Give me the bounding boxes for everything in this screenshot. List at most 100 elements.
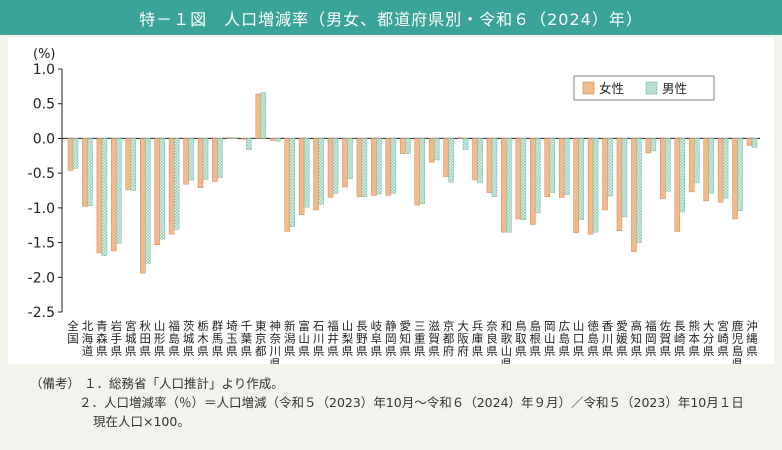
category-label: 山 [573, 319, 585, 333]
category-label: 宮 [125, 319, 137, 333]
y-axis-unit: (%) [33, 47, 56, 62]
category-label: 神 [270, 319, 282, 333]
female-bar [327, 138, 334, 198]
male-bar [72, 138, 79, 169]
category-label: 阜 [371, 332, 383, 346]
category-label: 県 [616, 344, 628, 358]
female-bar [587, 138, 594, 235]
y-tick-label: -1.5 [28, 236, 55, 252]
male-bar [347, 138, 353, 179]
female-bar [371, 138, 377, 196]
y-tick-label: 0.5 [33, 97, 55, 113]
category-label: 県 [746, 344, 758, 358]
female-bar [544, 138, 550, 197]
category-label: 香 [602, 319, 614, 333]
female-bar [486, 138, 493, 193]
category-label: 鳥 [515, 319, 527, 333]
female-bar [67, 138, 74, 171]
category-label: 群 [212, 319, 224, 333]
category-label: 賀 [428, 332, 440, 346]
y-tick-label: -1.0 [28, 201, 55, 217]
category-label: 県 [573, 344, 585, 358]
category-label: 本 [688, 332, 700, 346]
male-bar [405, 138, 411, 154]
y-tick-label: -0.5 [28, 166, 55, 182]
category-label: 梨 [342, 332, 354, 346]
male-bar [477, 138, 483, 184]
male-bar [376, 138, 382, 195]
notes-label: （備考） [30, 376, 81, 391]
category-label: 道 [82, 344, 94, 358]
male-bar [578, 138, 584, 220]
category-label: 県 [674, 344, 686, 358]
category-label: 岩 [111, 319, 123, 333]
category-label: 川 [270, 344, 282, 358]
category-label: 宮 [717, 319, 729, 333]
male-bar [491, 138, 498, 197]
notes: （備考） １．総務省「人口推計」より作成。 ２．人口増減率（％）＝人口増減（令和… [30, 374, 744, 431]
category-label: 賀 [660, 332, 672, 346]
male-bar [246, 138, 252, 150]
category-label: 口 [573, 332, 585, 346]
male-bar [390, 138, 397, 194]
category-label: 葉 [241, 332, 253, 346]
category-label: 崎 [674, 332, 686, 346]
category-label: 重 [414, 332, 426, 346]
category-label: 奈 [270, 332, 282, 346]
category-label: 県 [241, 344, 253, 358]
category-label: 良 [486, 332, 498, 346]
chart-panel: 1.0 0.5 0.0 -0.5 -1.0 -1.5 -2.0 -2.5 (%) 全国北海道青森県… [8, 38, 774, 364]
male-bar [751, 138, 758, 148]
category-label: 大 [703, 319, 715, 333]
category-label: 京 [255, 332, 267, 346]
category-label: 県 [660, 344, 672, 358]
figure-title: 特－１図 人口増減率（男女、都道府県別・令和６（2024）年） [0, 0, 782, 35]
category-label: 岡 [544, 319, 556, 333]
category-label: 県 [96, 344, 108, 358]
female-bar [732, 138, 738, 220]
category-label: 木 [197, 332, 209, 346]
category-label: 井 [327, 332, 339, 346]
category-label: 県 [645, 344, 657, 358]
male-bar [433, 138, 440, 161]
male-bar [448, 138, 454, 183]
category-label: 分 [703, 332, 715, 346]
category-label: 県 [428, 344, 440, 358]
category-label: 玉 [226, 332, 238, 346]
category-label: 徳 [587, 319, 599, 333]
category-label: 埼 [226, 319, 238, 333]
category-label: 県 [125, 344, 137, 358]
category-label: 和 [501, 319, 513, 333]
category-label: 鹿 [732, 319, 744, 333]
category-label: 北 [82, 319, 94, 333]
category-label: 取 [515, 332, 527, 346]
male-bar [563, 138, 570, 195]
category-label: 府 [457, 344, 469, 358]
male-bar [87, 138, 93, 207]
category-label: 県 [168, 344, 180, 358]
legend-male-label: 男性 [662, 81, 687, 96]
category-label: 東 [255, 319, 267, 333]
male-bar [289, 138, 295, 227]
female-bar [717, 138, 724, 203]
male-bar [116, 138, 122, 244]
category-label: 国 [67, 332, 79, 346]
female-bar [400, 138, 406, 154]
category-label: 新 [284, 319, 296, 333]
category-label: 知 [400, 332, 412, 346]
category-label: 手 [111, 332, 123, 346]
category-label: 栃 [197, 319, 209, 333]
category-label: 知 [631, 332, 643, 346]
male-bar [679, 138, 686, 213]
male-bar [665, 138, 671, 192]
female-bar [96, 138, 103, 254]
male-bar [275, 138, 281, 142]
female-bar [168, 138, 175, 235]
male-bar [332, 138, 339, 194]
female-bar [472, 138, 478, 181]
category-label: 県 [270, 357, 282, 365]
category-label: 野 [356, 332, 368, 346]
male-bar [361, 138, 368, 197]
male-bar [737, 138, 743, 211]
female-bar [125, 138, 132, 191]
